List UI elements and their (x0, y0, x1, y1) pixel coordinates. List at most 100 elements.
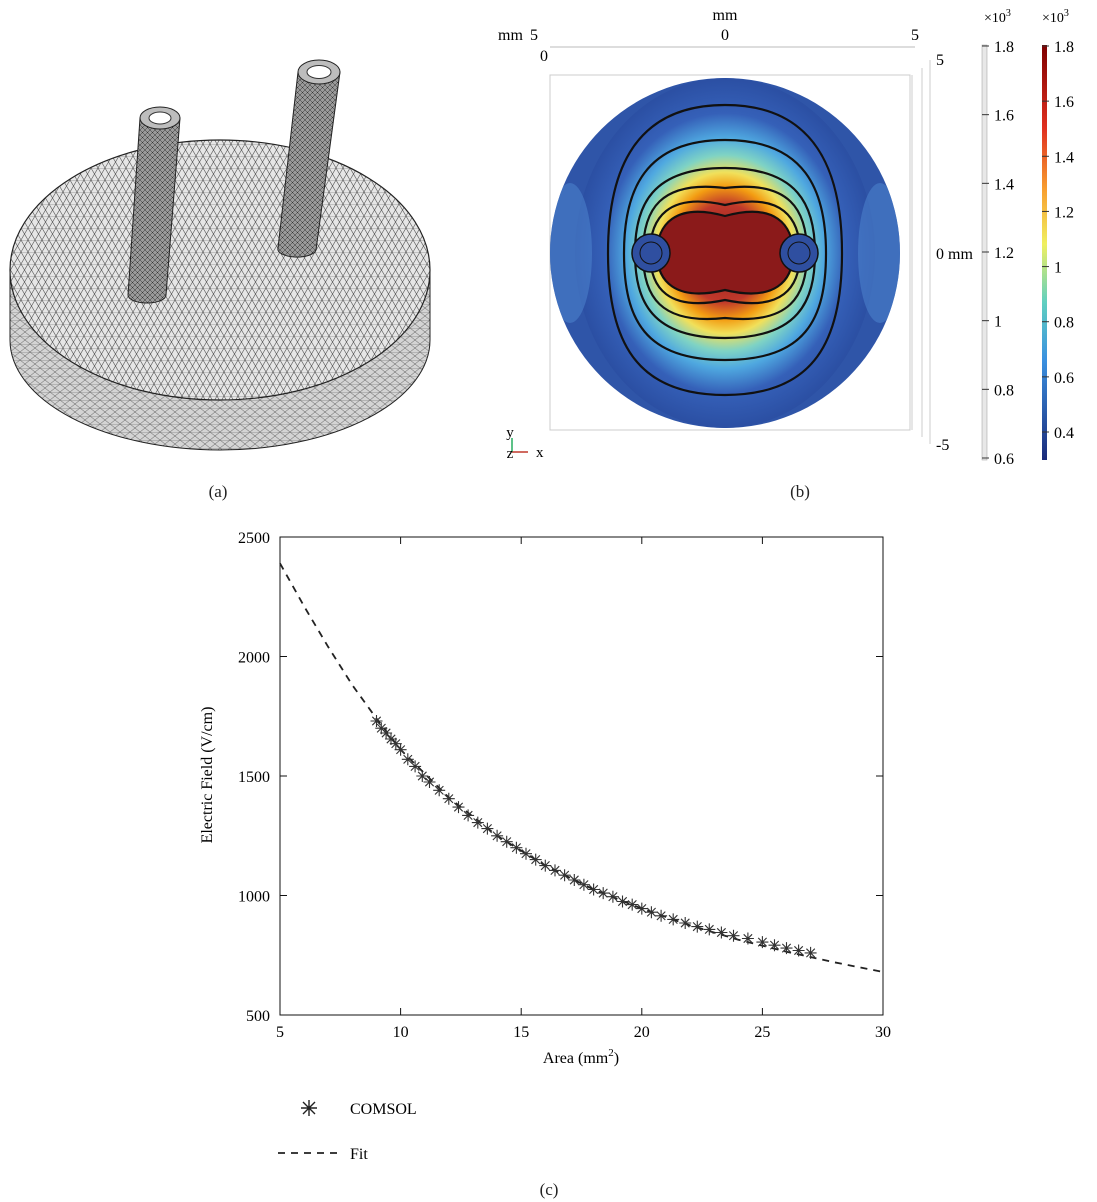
y-tick-label: 2500 (238, 530, 270, 547)
comsol-point (756, 936, 769, 949)
legend: COMSOL Fit (278, 1100, 417, 1163)
colorbar-gray-tick-label: 1 (994, 314, 1002, 331)
colorbar-gray-tick-label: 1.8 (994, 39, 1014, 56)
colorbar-color-tick-label: 1.6 (1054, 94, 1074, 111)
colorbar-color-tick-label: 1 (1054, 260, 1062, 277)
comsol-point (741, 932, 754, 945)
comsol-point (645, 906, 658, 919)
colorbar-gray-tick-label: 0.8 (994, 382, 1014, 399)
comsol-point (768, 939, 781, 952)
comsol-point (558, 869, 571, 882)
comsol-point (520, 847, 532, 860)
comsol-point (510, 841, 523, 854)
colorbar-color-tick-label: 0.6 (1054, 370, 1074, 387)
meshed-disk (9, 139, 431, 451)
comsol-point (452, 801, 465, 814)
comsol-point (715, 926, 728, 939)
comsol-point (423, 776, 436, 788)
colorbar-color-tick-label: 1.4 (1054, 149, 1074, 166)
field-disc (550, 78, 900, 428)
top-axis-corner-tick: 0 (540, 48, 548, 65)
comsol-point (375, 722, 388, 735)
colorbar-color-tick-label: 1.8 (1054, 39, 1074, 56)
right-axis-tick-mid: 0 mm (936, 246, 973, 263)
colorbar-gray: ×103 1.8 1.6 1.4 1.2 1 0.8 0.6 (981, 8, 1014, 468)
comsol-point (442, 792, 455, 805)
x-tick-label: 20 (634, 1024, 650, 1041)
panel-a-caption: (a) (209, 482, 228, 501)
y-tick-label: 2000 (238, 650, 270, 667)
y-tick-label: 500 (246, 1008, 270, 1025)
colorbar-color-tick-label: 0.8 (1054, 315, 1074, 332)
comsol-point (703, 923, 716, 936)
top-axis-tick-mid: 0 (721, 27, 729, 44)
comsol-point (539, 859, 552, 872)
comsol-point (606, 890, 619, 903)
x-tick-label: 5 (276, 1024, 284, 1041)
x-tick-label: 10 (393, 1024, 409, 1041)
comsol-point (433, 784, 446, 797)
comsol-point (385, 733, 397, 745)
triad-y-label: y (506, 425, 514, 441)
panel-c-caption: (c) (540, 1180, 559, 1199)
tube-right (277, 59, 341, 258)
comsol-point (679, 917, 692, 929)
top-axis-unit-left: mm (498, 27, 523, 44)
comsol-point (626, 898, 639, 911)
comsol-point (568, 874, 581, 886)
y-tick-label: 1000 (238, 889, 270, 906)
x-axis-label: Area (mm2) (543, 1047, 619, 1067)
triad-z-label: z (507, 446, 514, 462)
comsol-point (780, 942, 793, 955)
colorbar-gray-tick-label: 1.6 (994, 108, 1014, 125)
top-axis-tick-left: 5 (530, 27, 538, 44)
colorbar-gray-tick-label: 0.6 (994, 451, 1014, 468)
comsol-point (481, 822, 494, 835)
panel-a: (a) (9, 59, 431, 501)
x-axis: 5 10 15 20 25 30 (276, 537, 891, 1041)
panel-c: 5 10 15 20 25 30 500 1000 1500 2000 2500 Area (mm… (199, 530, 891, 1199)
legend-marker-comsol (301, 1100, 317, 1116)
panel-b-caption: (b) (790, 482, 810, 501)
comsol-point (616, 895, 629, 908)
comsol-point (370, 715, 383, 727)
comsol-point (549, 864, 561, 877)
comsol-point (792, 944, 805, 957)
comsol-point (635, 902, 648, 915)
right-axis: 5 0 mm -5 (911, 52, 973, 454)
triad-x-label: x (536, 445, 544, 461)
electrode-right (779, 233, 819, 273)
comsol-point (401, 753, 414, 766)
comsol-point (389, 737, 402, 750)
comsol-point (655, 909, 668, 922)
legend-label-comsol: COMSOL (350, 1101, 417, 1118)
top-axis: mm mm 5 0 0 5 (498, 7, 919, 76)
comsol-point (416, 770, 429, 782)
colorbar-color-tick-label: 1.2 (1054, 204, 1074, 221)
plot-frame (549, 74, 911, 431)
x-tick-label: 25 (754, 1024, 770, 1041)
tube-left (127, 106, 181, 304)
comsol-point (577, 878, 590, 891)
comsol-point (491, 829, 504, 842)
colorbar-gray-tick-label: 1.2 (994, 245, 1014, 262)
y-tick-label: 1500 (238, 769, 270, 786)
x-tick-label: 30 (875, 1024, 891, 1041)
comsol-point (529, 853, 542, 866)
comsol-point (409, 760, 422, 773)
comsol-point (587, 883, 600, 896)
comsol-point (804, 946, 817, 959)
legend-label-fit: Fit (350, 1146, 368, 1163)
colorbar-color: ×103 1.8 1.6 1.4 1.2 1 0.8 0.6 0.4 (1042, 8, 1074, 460)
comsol-point (597, 887, 610, 900)
y-axis: 500 1000 1500 2000 2500 (238, 530, 883, 1025)
comsol-point (471, 816, 484, 829)
colorbar-color-tick-label: 0.4 (1054, 425, 1074, 442)
comsol-point (667, 913, 680, 926)
y-axis-label: Electric Field (V/cm) (199, 707, 216, 844)
plot-area (279, 536, 884, 1016)
top-axis-unit: mm (713, 7, 738, 24)
x-tick-label: 15 (513, 1024, 529, 1041)
comsol-point (380, 727, 393, 739)
electrode-left (631, 233, 671, 273)
